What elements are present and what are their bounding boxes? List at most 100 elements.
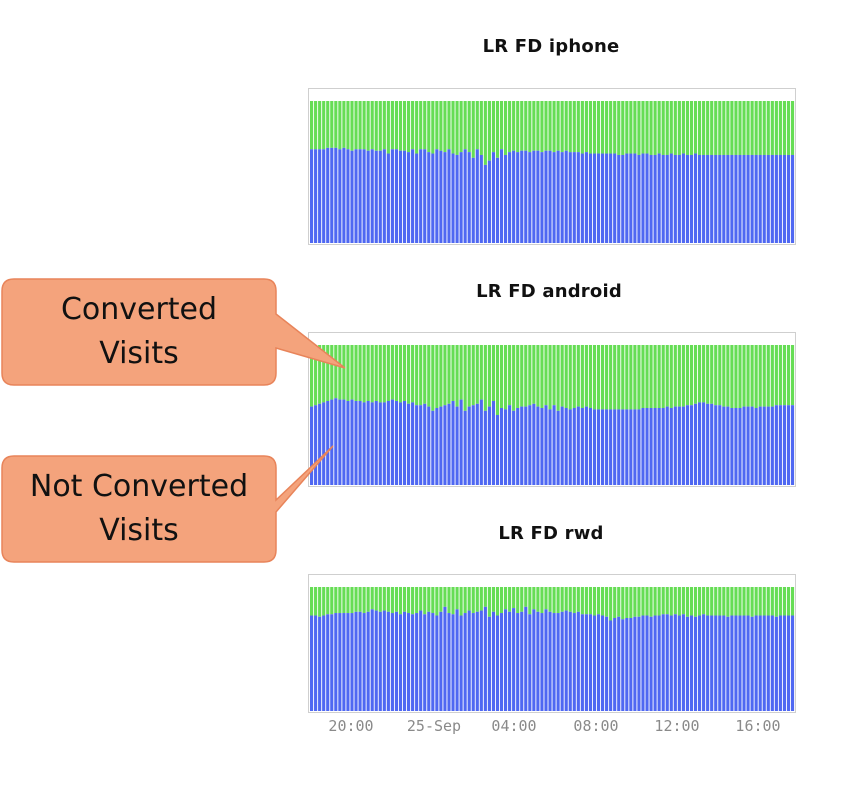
bar-not-converted (673, 614, 677, 711)
bar-converted (463, 101, 467, 150)
bar-converted (334, 101, 338, 148)
bar-not-converted (564, 150, 568, 243)
bar-converted (564, 587, 568, 611)
bar-converted (584, 101, 588, 153)
bar-not-converted (592, 153, 597, 243)
bar-converted (754, 101, 758, 155)
bar-not-converted (560, 611, 564, 711)
bar-not-converted (398, 150, 403, 243)
bar-converted (609, 587, 613, 621)
bar-not-converted (322, 615, 326, 711)
bar-converted (588, 587, 593, 615)
bar-converted (382, 101, 386, 150)
bar-converted (722, 345, 726, 407)
bar-not-converted (447, 403, 451, 485)
bar-not-converted (504, 409, 508, 485)
bar-converted (326, 101, 330, 148)
bar-converted (738, 101, 742, 155)
bar-converted (330, 587, 334, 615)
bar-not-converted (504, 154, 508, 243)
bar-converted (596, 101, 601, 154)
bar-converted (524, 101, 528, 151)
bar-converted (423, 345, 427, 404)
bar-not-converted (625, 153, 629, 243)
bar-not-converted (564, 408, 568, 485)
bar-not-converted (718, 154, 722, 243)
bar-not-converted (657, 408, 661, 485)
bar-converted (350, 587, 354, 614)
bar-converted (346, 101, 350, 150)
bar-converted (318, 587, 322, 617)
bar-converted (475, 587, 479, 612)
bar-converted (722, 101, 726, 155)
bar-not-converted (738, 408, 742, 485)
bar-not-converted (508, 152, 512, 243)
bar-not-converted (447, 613, 451, 711)
bar-converted (702, 587, 706, 615)
bar-not-converted (689, 154, 694, 243)
bar-converted (617, 587, 621, 617)
bar-not-converted (609, 409, 613, 485)
bar-converted (322, 587, 326, 616)
bar-converted (649, 587, 653, 617)
bar-not-converted (552, 152, 556, 243)
bar-converted (750, 101, 754, 155)
bar-not-converted (322, 402, 326, 485)
bar-not-converted (318, 149, 322, 243)
bar-not-converted (677, 615, 681, 711)
callout-not-converted-line2: Visits (99, 513, 179, 548)
bar-not-converted (738, 154, 742, 243)
bar-converted (479, 101, 483, 155)
bar-converted (499, 101, 504, 150)
bar-not-converted (334, 147, 338, 243)
bar-not-converted (722, 406, 726, 485)
bar-not-converted (592, 409, 597, 485)
bar-not-converted (649, 408, 653, 485)
bar-not-converted (398, 614, 403, 711)
bar-converted (693, 587, 698, 617)
bar-not-converted (693, 153, 698, 243)
bar-not-converted (443, 405, 447, 485)
bar-not-converted (362, 402, 366, 485)
bar-converted (572, 101, 576, 153)
bar-not-converted (536, 406, 540, 485)
bar-not-converted (463, 613, 467, 711)
bar-converted (419, 345, 423, 406)
bar-not-converted (330, 147, 334, 243)
bar-not-converted (746, 406, 750, 485)
bar-not-converted (451, 153, 455, 243)
bar-converted (734, 345, 738, 408)
bar-not-converted (770, 154, 774, 243)
bar-converted (386, 101, 390, 154)
bar-converted (645, 587, 649, 616)
callout-not-converted-shape (1, 445, 334, 563)
bar-not-converted (698, 154, 702, 243)
bar-converted (782, 101, 787, 155)
bar-converted (782, 345, 787, 406)
bar-not-converted (673, 154, 677, 243)
bar-not-converted (427, 406, 431, 485)
bar-converted (758, 345, 762, 407)
bar-not-converted (487, 160, 491, 243)
bar-not-converted (411, 614, 415, 711)
bar-not-converted (330, 399, 334, 485)
bar-not-converted (544, 150, 548, 243)
bar-converted (402, 345, 407, 401)
bar-converted (669, 101, 673, 154)
bar-converted (572, 345, 576, 408)
bar-not-converted (475, 611, 479, 711)
bar-not-converted (463, 410, 467, 485)
bar-converted (439, 101, 443, 151)
bar-converted (665, 345, 669, 407)
callout-converted-shape (1, 278, 346, 386)
bar-not-converted (714, 615, 718, 711)
bar-not-converted (774, 405, 778, 485)
bar-not-converted (617, 409, 621, 485)
bar-converted (596, 345, 601, 410)
bar-not-converted (415, 405, 419, 485)
callout-converted-line1: Converted (60, 292, 218, 327)
bar-converted (738, 587, 742, 616)
bar-not-converted (382, 149, 386, 243)
bar-converted (762, 587, 766, 616)
bar-not-converted (520, 611, 524, 711)
